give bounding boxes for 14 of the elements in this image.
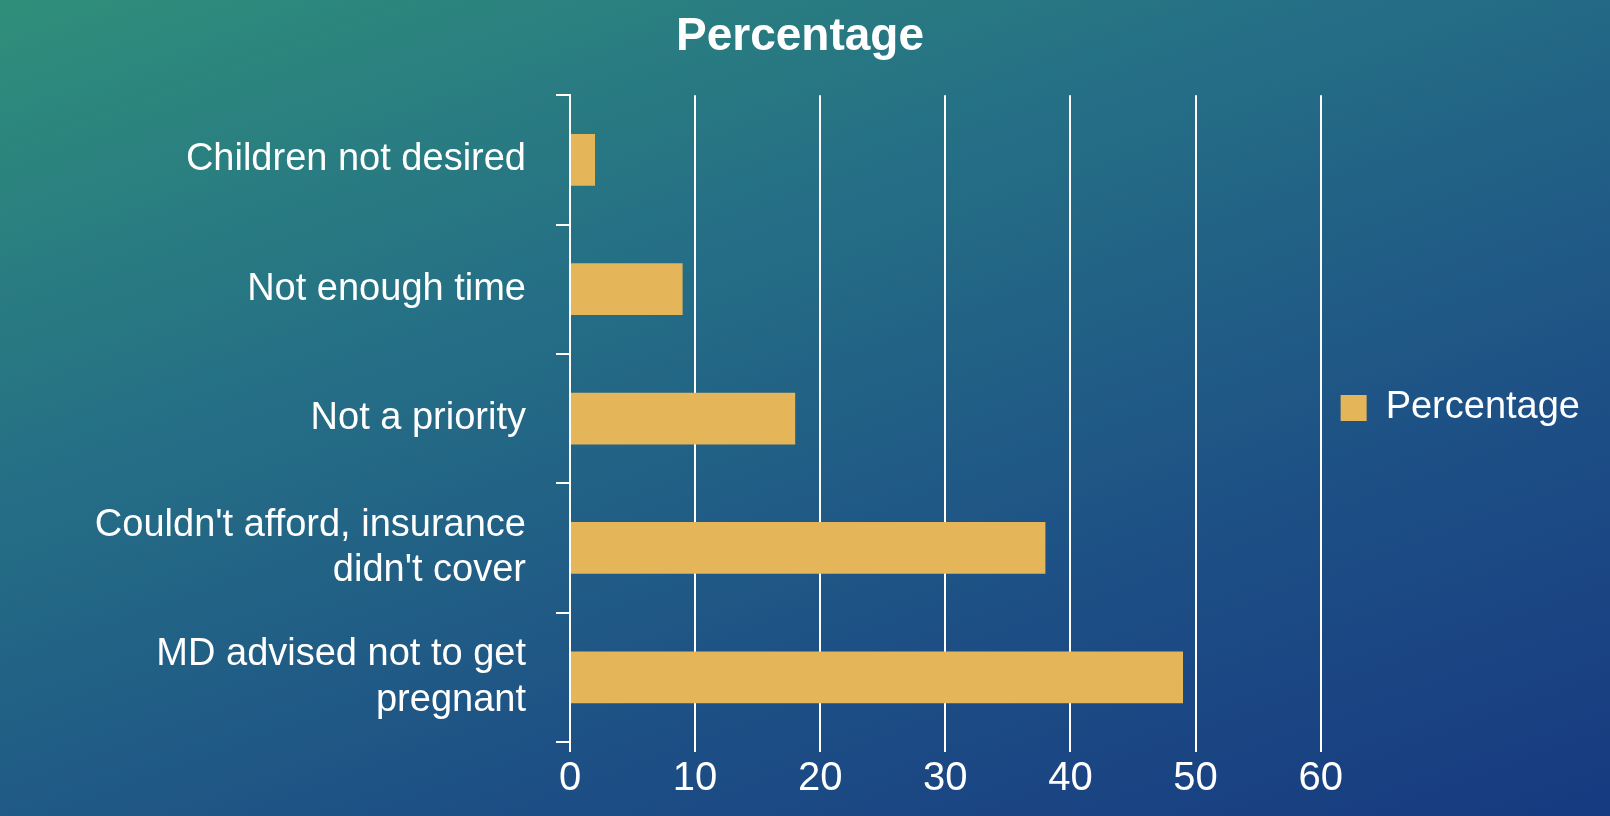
chart-title: Percentage: [675, 8, 925, 61]
y-tick-label: Not a priority: [310, 395, 526, 438]
x-tick-label: 30: [923, 754, 968, 799]
x-tick-label: 60: [1298, 754, 1343, 799]
x-tick-label: 40: [1048, 754, 1093, 799]
y-tick-label: Not enough time: [247, 265, 526, 308]
y-tick-label: MD advised not to get pregnant: [156, 631, 527, 719]
x-tick-label: 0: [558, 754, 582, 799]
y-tick-label: Children not desired: [185, 136, 526, 179]
legend-label: Percentage: [1385, 384, 1581, 427]
x-tick-label: 10: [672, 754, 718, 799]
x-tick-label: 20: [797, 754, 843, 799]
y-tick-label: Couldn't afford, insurance didn't cover: [94, 501, 527, 590]
x-tick-label: 50: [1173, 754, 1218, 799]
